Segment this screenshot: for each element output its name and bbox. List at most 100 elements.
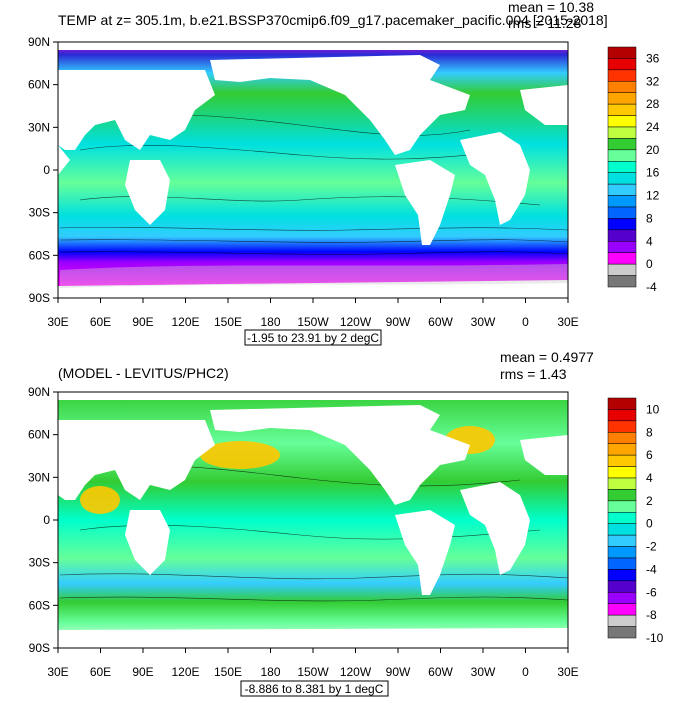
lat-label: 60N <box>28 78 50 92</box>
colorbar: 10 8 6 4 2 0 -2 -4 -6 -8 -10 <box>607 397 664 645</box>
colorbar-swatch <box>607 397 637 410</box>
colorbar-label: 20 <box>646 143 660 157</box>
map-field <box>58 392 568 648</box>
lon-label: 150W <box>297 315 329 329</box>
latitude-labels: 90N 60N 30N 0 30S 60S 90S <box>28 385 58 655</box>
range-label: -1.95 to 23.91 by 2 degC <box>247 331 379 345</box>
colorbar-label: -6 <box>646 585 657 599</box>
colorbar-label: 6 <box>646 448 653 462</box>
colorbar-label: -2 <box>646 540 657 554</box>
colorbar-label: -4 <box>646 562 657 576</box>
map-field <box>58 42 568 298</box>
colorbar-label: -8 <box>646 608 657 622</box>
lat-label: 30S <box>29 556 50 570</box>
colorbar-label: 28 <box>646 97 660 111</box>
lat-label: 60S <box>29 248 50 262</box>
colorbar-label: 12 <box>646 189 660 203</box>
colorbar-swatch <box>607 138 637 151</box>
colorbar-swatch <box>607 58 637 71</box>
longitude-labels: 30E 60E 90E 120E 150E 180 150W 120W 90W 60W 30W 0 30… <box>47 298 579 329</box>
lon-label: 90W <box>386 315 411 329</box>
lon-label: 120W <box>340 315 372 329</box>
lon-label: 60W <box>428 665 453 679</box>
colorbar-swatch <box>607 92 637 105</box>
lat-label: 0 <box>43 513 50 527</box>
colorbar-swatch <box>607 115 637 128</box>
lat-label: 30S <box>29 206 50 220</box>
colorbar-swatch <box>607 626 637 639</box>
panel-difference: (MODEL - LEVITUS/PHC2) mean = 0.4977 rms… <box>28 349 664 697</box>
lat-label: 0 <box>43 163 50 177</box>
colorbar-swatch <box>607 81 637 93</box>
colorbar-label: 36 <box>646 51 660 65</box>
colorbar-label: 2 <box>646 494 653 508</box>
colorbar-label: 32 <box>646 74 660 88</box>
lat-label: 30N <box>28 120 50 134</box>
colorbar-swatch <box>607 557 637 570</box>
colorbar-swatch <box>607 195 637 208</box>
range-box <box>244 329 382 346</box>
rms-value: rms = 11.28 <box>508 15 581 31</box>
range-label: -8.886 to 8.381 by 1 degC <box>245 682 384 696</box>
panel-temperature: TEMP at z= 305.1m, b.e21.BSSP370cmip6.f0… <box>28 0 660 346</box>
mean-value: mean = 10.38 <box>508 0 594 15</box>
colorbar-swatch <box>607 500 637 513</box>
colorbar-swatch <box>607 103 637 116</box>
colorbar-swatch <box>607 477 637 490</box>
lat-label: 90S <box>29 291 50 305</box>
colorbar-swatch <box>607 69 637 82</box>
lon-label: 150W <box>297 665 329 679</box>
colorbar-swatch <box>607 454 637 467</box>
colorbar: 36 32 28 24 20 16 12 8 4 0 -4 <box>607 46 660 294</box>
colorbar-swatch <box>607 489 637 502</box>
lon-label: 90W <box>386 665 411 679</box>
colorbar-label: 0 <box>646 517 653 531</box>
lon-label: 120E <box>171 315 199 329</box>
colorbar-label: 0 <box>646 257 653 271</box>
lon-label: 60E <box>90 315 111 329</box>
colorbar-swatch <box>607 512 637 524</box>
lon-label: 60E <box>90 665 111 679</box>
colorbar-label: -10 <box>646 631 664 645</box>
lat-label: 30N <box>28 470 50 484</box>
colorbar-swatch <box>607 126 637 139</box>
lon-label: 30W <box>471 315 496 329</box>
lon-label: 30E <box>557 315 578 329</box>
mean-value: mean = 0.4977 <box>500 349 594 365</box>
lon-label: 120W <box>340 665 372 679</box>
colorbar-swatch <box>607 229 637 242</box>
lat-label: 90S <box>29 641 50 655</box>
colorbar-swatch <box>607 206 637 219</box>
lat-label: 60N <box>28 428 50 442</box>
lon-label: 120E <box>171 665 199 679</box>
longitude-labels: 30E 60E 90E 120E 150E 180 150W 120W 90W 60W 30W 0 30… <box>47 648 579 679</box>
colorbar-swatch <box>607 580 637 593</box>
colorbar-label: 10 <box>646 402 660 416</box>
lon-label: 30W <box>471 665 496 679</box>
land-masses <box>58 392 568 648</box>
latitude-labels: 90N 60N 30N 0 30S 60S 90S <box>28 35 58 305</box>
lon-label: 30E <box>47 665 68 679</box>
colorbar-label: 4 <box>646 234 653 248</box>
colorbar-label: 4 <box>646 471 653 485</box>
lon-label: 0 <box>522 315 529 329</box>
lon-label: 180 <box>260 315 280 329</box>
colorbar-swatch <box>607 241 637 253</box>
colorbar-swatch <box>607 534 637 547</box>
colorbar-swatch <box>607 218 637 231</box>
lon-label: 150E <box>214 315 242 329</box>
colorbar-swatch <box>607 149 637 162</box>
colorbar-swatch <box>607 409 637 422</box>
lon-label: 90E <box>132 665 153 679</box>
colorbar-swatch <box>607 161 637 173</box>
colorbar-swatch <box>607 252 637 265</box>
colorbar-swatch <box>607 275 637 288</box>
colorbar-label: 8 <box>646 211 653 225</box>
lon-label: 30E <box>557 665 578 679</box>
colorbar-swatch <box>607 569 637 582</box>
lon-label: 60W <box>428 315 453 329</box>
lat-label: 60S <box>29 598 50 612</box>
rms-value: rms = 1.43 <box>500 366 567 382</box>
lat-label: 90N <box>28 35 50 49</box>
